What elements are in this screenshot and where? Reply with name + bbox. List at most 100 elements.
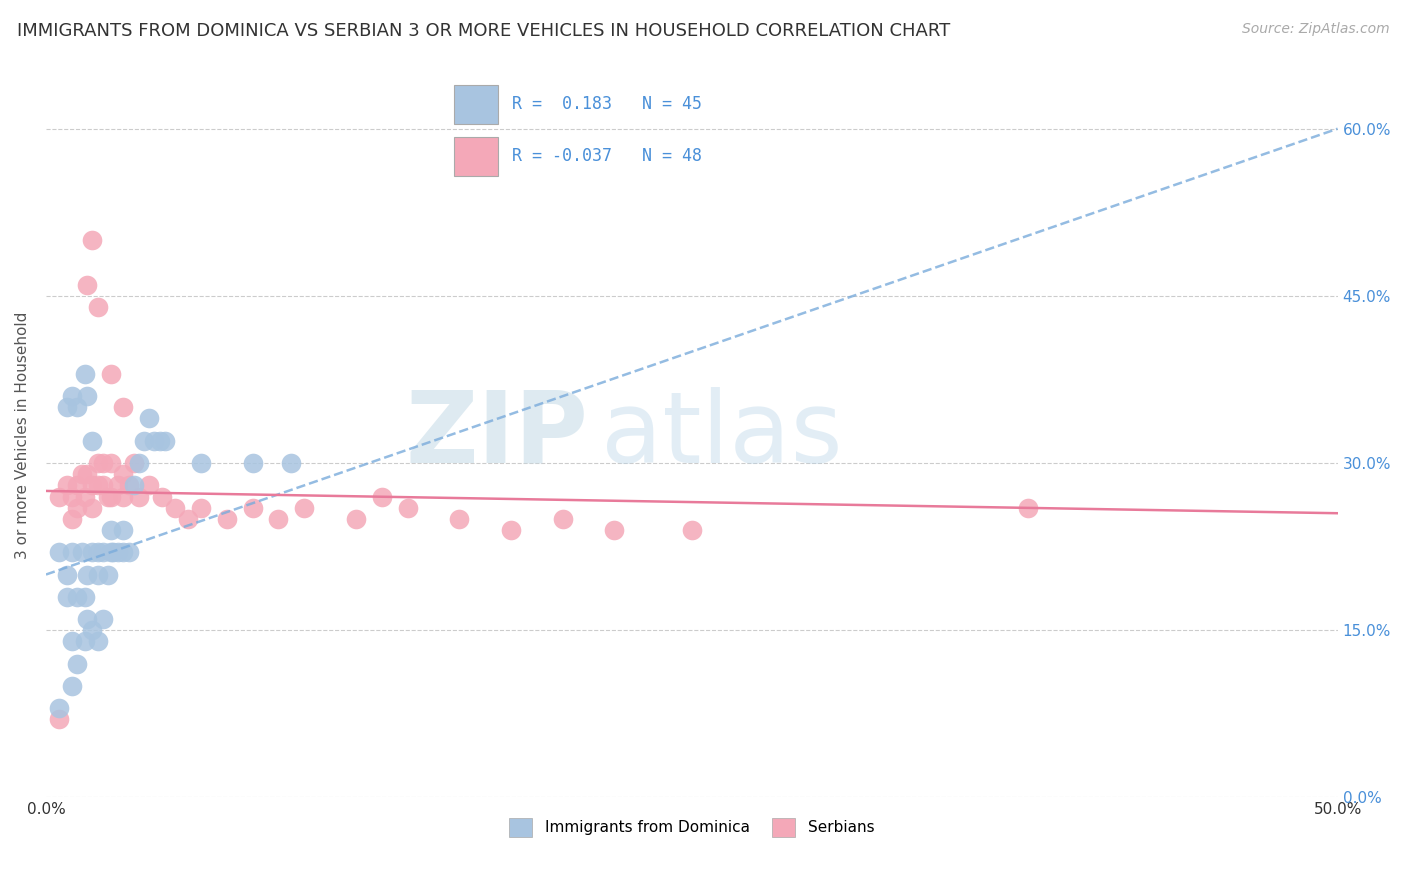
Point [60, 634, 83, 648]
Point [48, 545, 70, 559]
Text: Source: ZipAtlas.com: Source: ZipAtlas.com [1241, 22, 1389, 37]
Point [55, 590, 77, 604]
Point [66, 401, 89, 415]
Point [267, 512, 290, 526]
Point [82, 500, 104, 515]
Point [86, 456, 108, 470]
Point [60, 545, 83, 559]
FancyBboxPatch shape [454, 86, 498, 123]
Point [73, 490, 96, 504]
Point [190, 456, 212, 470]
Point [1017, 500, 1039, 515]
Point [107, 545, 129, 559]
Point [100, 490, 122, 504]
Point [134, 434, 156, 448]
Point [112, 523, 135, 537]
Point [122, 478, 145, 492]
Point [112, 490, 135, 504]
Point [551, 512, 574, 526]
Point [128, 490, 150, 504]
Point [86, 545, 108, 559]
Text: R =  0.183   N = 45: R = 0.183 N = 45 [512, 95, 703, 112]
Point [73, 367, 96, 381]
Point [60, 490, 83, 504]
Point [165, 500, 187, 515]
Point [76, 612, 98, 626]
Y-axis label: 3 or more Vehicles in Household: 3 or more Vehicles in Household [15, 311, 30, 559]
Point [150, 490, 173, 504]
Point [82, 478, 104, 492]
Point [76, 567, 98, 582]
Point [48, 713, 70, 727]
Point [499, 523, 522, 537]
Point [153, 434, 176, 448]
Point [91, 478, 114, 492]
Point [82, 624, 104, 638]
Point [86, 300, 108, 314]
Text: R = -0.037   N = 48: R = -0.037 N = 48 [512, 147, 703, 165]
Point [215, 512, 238, 526]
Point [55, 401, 77, 415]
Point [344, 512, 367, 526]
Point [681, 523, 703, 537]
Point [292, 500, 315, 515]
Point [97, 490, 120, 504]
Point [112, 467, 135, 482]
Point [100, 545, 122, 559]
Point [100, 456, 122, 470]
Point [66, 478, 89, 492]
Point [55, 567, 77, 582]
Point [112, 545, 135, 559]
Point [117, 478, 139, 492]
Point [86, 634, 108, 648]
Point [48, 701, 70, 715]
Point [48, 490, 70, 504]
Point [60, 679, 83, 693]
Point [112, 401, 135, 415]
Point [82, 434, 104, 448]
Point [100, 367, 122, 381]
Text: atlas: atlas [602, 387, 844, 483]
Point [55, 478, 77, 492]
Point [149, 434, 172, 448]
Point [138, 478, 160, 492]
Point [86, 567, 108, 582]
Point [177, 512, 200, 526]
Point [190, 500, 212, 515]
Point [70, 467, 93, 482]
Point [100, 523, 122, 537]
Point [73, 590, 96, 604]
Point [101, 545, 124, 559]
Point [138, 411, 160, 425]
Point [396, 500, 419, 515]
Point [66, 590, 89, 604]
Point [66, 657, 89, 671]
Point [128, 456, 150, 470]
Point [76, 389, 98, 403]
Point [66, 500, 89, 515]
Point [73, 634, 96, 648]
Point [242, 500, 264, 515]
Point [371, 490, 394, 504]
Point [91, 612, 114, 626]
Point [76, 277, 98, 292]
Legend: Immigrants from Dominica, Serbians: Immigrants from Dominica, Serbians [502, 810, 882, 844]
Point [86, 478, 108, 492]
Point [97, 567, 120, 582]
Point [117, 545, 139, 559]
Point [242, 456, 264, 470]
Point [82, 233, 104, 247]
Point [122, 456, 145, 470]
Point [449, 512, 471, 526]
Point [82, 545, 104, 559]
Point [91, 545, 114, 559]
Point [60, 512, 83, 526]
Point [70, 545, 93, 559]
Point [280, 456, 302, 470]
Text: ZIP: ZIP [405, 387, 589, 483]
Point [603, 523, 626, 537]
Point [143, 434, 166, 448]
FancyBboxPatch shape [454, 137, 498, 176]
Point [91, 456, 114, 470]
Point [60, 389, 83, 403]
